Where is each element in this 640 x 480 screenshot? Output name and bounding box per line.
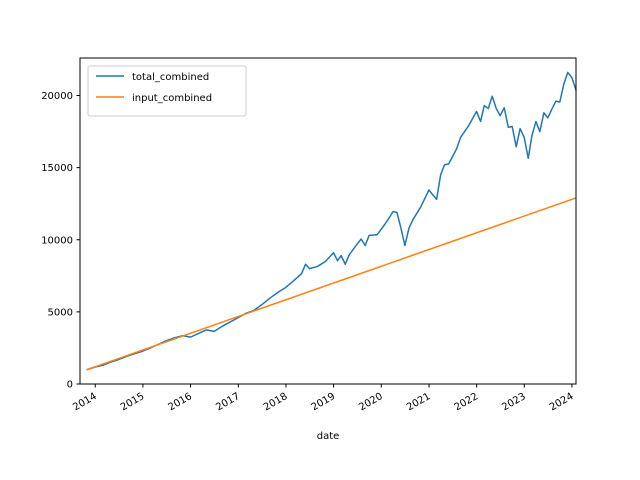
y-tick-label: 20000: [41, 91, 73, 102]
series-layer: [86, 71, 577, 371]
series-line-total-combined: [86, 71, 577, 371]
legend-label: input_combined: [132, 93, 212, 104]
y-axis: 0 5000 10000 15000 20000: [41, 91, 80, 391]
legend: total_combined input_combined: [87, 65, 247, 117]
y-tick-label: 15000: [41, 163, 73, 174]
legend-box: [87, 65, 247, 117]
y-tick-label: 5000: [48, 307, 73, 318]
series-line-input-combined: [86, 196, 577, 371]
plot-frame: [79, 57, 577, 385]
legend-label: total_combined: [132, 72, 209, 83]
y-tick-label: 10000: [41, 235, 73, 246]
y-tick-label: 0: [67, 380, 73, 391]
x-axis-title: date: [317, 431, 340, 442]
